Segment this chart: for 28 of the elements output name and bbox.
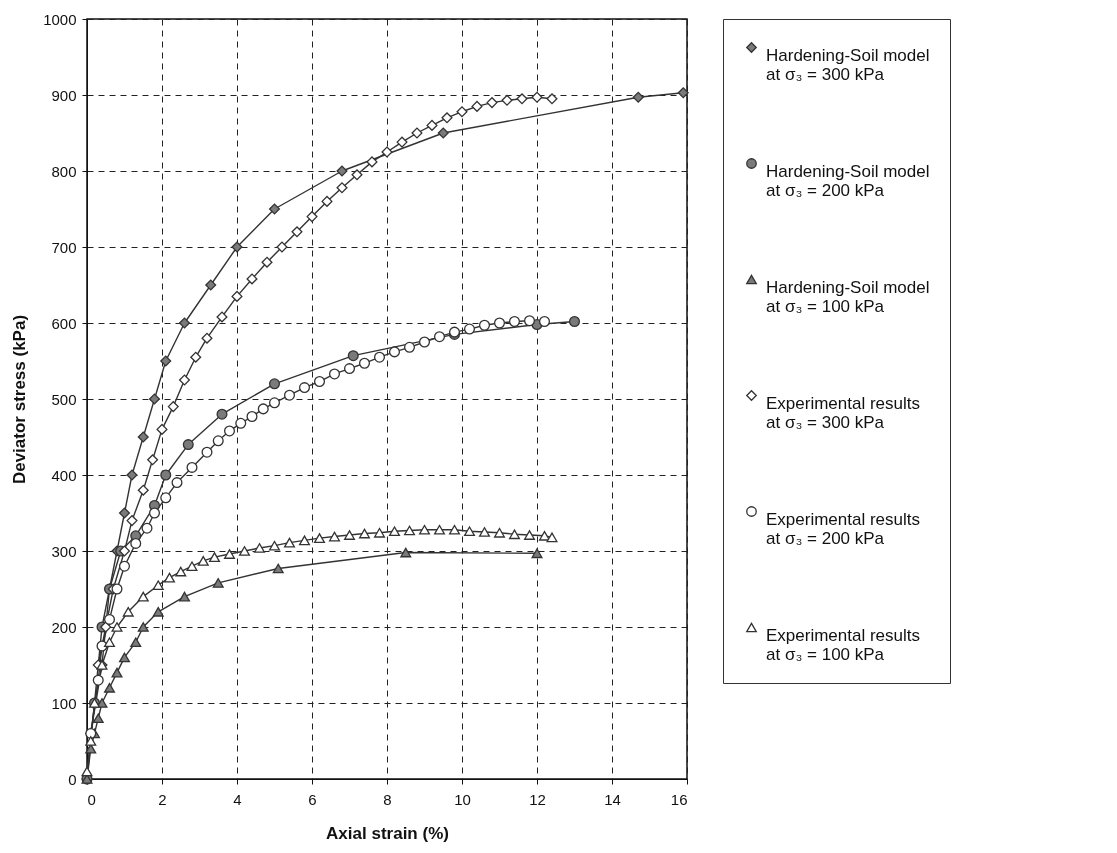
y-tick-label: 100 (51, 694, 77, 712)
y-axis-title: Deviator stress (kPa) (10, 314, 30, 485)
y-tick-label: 700 (51, 238, 77, 256)
y-tick-label: 600 (51, 314, 77, 332)
y-tick-label: 500 (51, 390, 77, 408)
legend-label: Hardening-Soil model at σ₃ = 100 kPa (766, 277, 930, 316)
x-tick-label: 6 (308, 790, 317, 808)
x-tick-label: 12 (529, 790, 546, 808)
y-tick-label: 0 (68, 770, 77, 788)
y-tick-label: 1000 (43, 10, 77, 28)
legend-label: Hardening-Soil model at σ₃ = 300 kPa (766, 45, 930, 84)
y-tick-label: 400 (51, 466, 77, 484)
y-tick-label: 800 (51, 162, 77, 180)
y-tick-label: 900 (51, 86, 77, 104)
legend-label: Experimental results at σ₃ = 200 kPa (766, 509, 921, 548)
x-axis-title: Axial strain (%) (326, 823, 449, 843)
legend-label: Experimental results at σ₃ = 100 kPa (766, 625, 921, 664)
x-tick-label: 0 (87, 790, 96, 808)
x-tick-label: 4 (233, 790, 242, 808)
y-tick-label: 300 (51, 542, 77, 560)
legend-label: Hardening-Soil model at σ₃ = 200 kPa (766, 161, 930, 200)
y-tick-label: 200 (51, 618, 77, 636)
x-tick-label: 10 (454, 790, 471, 808)
x-tick-label: 16 (670, 790, 688, 808)
x-tick-label: 14 (604, 790, 621, 808)
x-tick-label: 8 (383, 790, 392, 808)
x-tick-label: 2 (158, 790, 167, 808)
legend-label: Experimental results at σ₃ = 300 kPa (766, 393, 921, 432)
